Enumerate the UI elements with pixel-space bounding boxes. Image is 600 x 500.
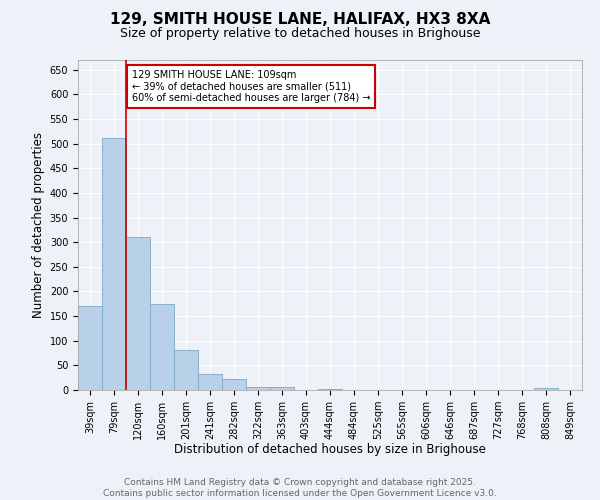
Bar	[126, 237, 150, 390]
Bar	[534, 388, 558, 390]
Bar	[198, 374, 222, 390]
Bar	[222, 378, 246, 390]
Text: Size of property relative to detached houses in Brighouse: Size of property relative to detached ho…	[120, 28, 480, 40]
Bar	[150, 304, 174, 390]
Bar	[318, 388, 342, 390]
Text: 129, SMITH HOUSE LANE, HALIFAX, HX3 8XA: 129, SMITH HOUSE LANE, HALIFAX, HX3 8XA	[110, 12, 490, 28]
Text: 129 SMITH HOUSE LANE: 109sqm
← 39% of detached houses are smaller (511)
60% of s: 129 SMITH HOUSE LANE: 109sqm ← 39% of de…	[132, 70, 371, 103]
X-axis label: Distribution of detached houses by size in Brighouse: Distribution of detached houses by size …	[174, 444, 486, 456]
Bar	[246, 387, 270, 390]
Bar	[174, 350, 198, 390]
Text: Contains HM Land Registry data © Crown copyright and database right 2025.
Contai: Contains HM Land Registry data © Crown c…	[103, 478, 497, 498]
Bar	[270, 387, 294, 390]
Bar	[78, 306, 102, 390]
Y-axis label: Number of detached properties: Number of detached properties	[32, 132, 46, 318]
Bar	[102, 138, 126, 390]
